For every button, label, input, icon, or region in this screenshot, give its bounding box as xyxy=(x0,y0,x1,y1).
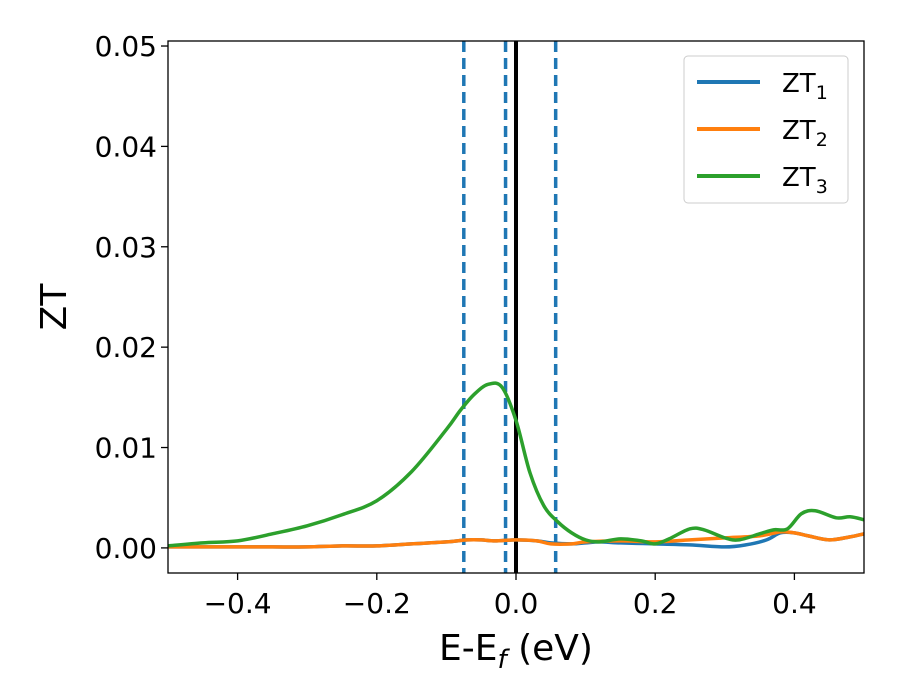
x-tick-label: 0.4 xyxy=(772,587,817,620)
series-lines xyxy=(168,381,864,549)
legend-frame xyxy=(683,55,849,204)
x-tick-label: −0.4 xyxy=(204,587,272,620)
x-axis-label: E-Ef (eV) xyxy=(439,628,593,675)
legend-label-zt1: ZT1 xyxy=(782,69,828,104)
x-tick-label: −0.2 xyxy=(343,587,411,620)
legend-label-zt3: ZT3 xyxy=(782,163,828,198)
x-tick-label: 0.2 xyxy=(633,587,678,620)
y-axis-label: ZT xyxy=(34,283,75,331)
legend-label-zt2: ZT2 xyxy=(782,116,828,151)
y-tick-label: 0.02 xyxy=(95,331,157,364)
y-tick-label: 0.01 xyxy=(95,432,157,465)
series-line-zt2 xyxy=(168,529,864,549)
y-tick-label: 0.03 xyxy=(95,231,157,264)
y-tick-label: 0.00 xyxy=(95,532,157,565)
series-line-zt3 xyxy=(168,381,864,548)
y-tick-label: 0.04 xyxy=(95,130,157,163)
y-axis-ticks: 0.00 0.01 0.02 0.03 0.04 0.05 xyxy=(95,30,168,565)
x-axis-ticks: −0.4 −0.2 0.0 0.2 0.4 xyxy=(204,573,817,620)
legend: ZT1 ZT2 ZT3 xyxy=(683,55,849,204)
y-tick-label: 0.05 xyxy=(95,30,157,63)
x-tick-label: 0.0 xyxy=(494,587,539,620)
vertical-reference-lines xyxy=(462,41,558,573)
